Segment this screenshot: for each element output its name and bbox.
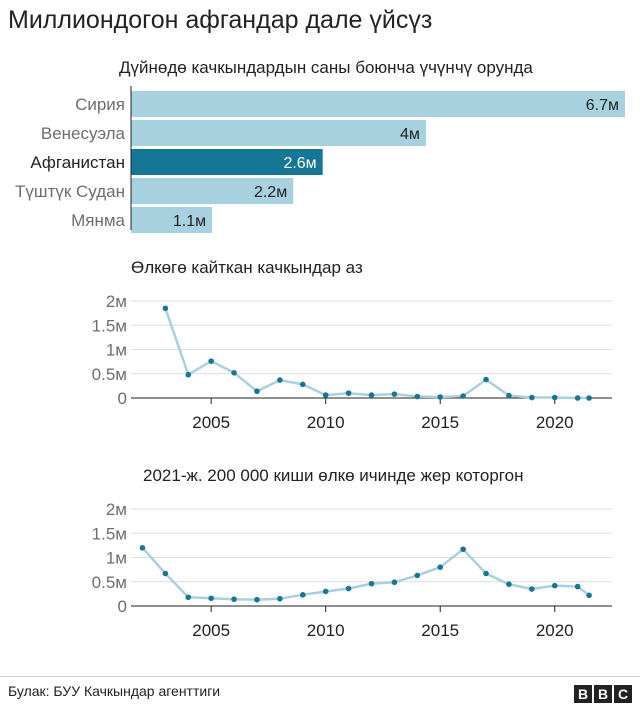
bar <box>131 178 294 204</box>
x-tick-label: 2010 <box>307 413 345 432</box>
data-point <box>299 381 306 388</box>
data-point <box>322 392 329 398</box>
series-line <box>141 546 590 601</box>
x-tick-label: 2015 <box>421 621 459 640</box>
data-point <box>574 583 581 590</box>
bar-category-label: Сирия <box>75 95 125 114</box>
chart-title: Миллиондогон афгандар дале үйсүз <box>8 6 433 34</box>
x-tick-label: 2020 <box>536 621 574 640</box>
x-tick-label: 2005 <box>192 621 230 640</box>
data-point <box>345 390 352 396</box>
x-tick-label: 2005 <box>192 413 230 432</box>
bar <box>131 120 426 146</box>
data-point <box>414 572 421 579</box>
displaced-chart-subtitle: 2021-ж. 200 000 киши өлкө ичинде жер кот… <box>143 466 524 485</box>
data-point <box>586 395 592 401</box>
y-tick-label: 0 <box>118 389 127 408</box>
data-point <box>368 392 375 398</box>
bar-value-label: 4м <box>400 126 420 143</box>
data-point <box>185 371 192 378</box>
returnees-chart-subtitle: Өлкөгө кайткан качкындар аз <box>131 258 363 277</box>
data-point <box>460 393 466 399</box>
bar-category-label: Түштүк Судан <box>15 182 125 201</box>
data-point <box>345 585 352 592</box>
data-point <box>322 588 329 595</box>
data-point <box>254 596 260 603</box>
footer-divider <box>0 676 640 677</box>
x-tick-label: 2010 <box>307 621 345 640</box>
logo-letter: C <box>614 685 632 703</box>
y-tick-label: 1м <box>106 341 127 360</box>
data-point <box>162 570 169 577</box>
data-point <box>185 594 192 601</box>
y-tick-label: 2м <box>106 500 127 519</box>
bar-value-label: 2.6м <box>283 155 316 172</box>
data-point <box>437 564 444 570</box>
data-point <box>529 394 535 401</box>
logo-letter: B <box>594 685 612 703</box>
data-point <box>391 579 398 586</box>
y-tick-label: 0.5м <box>92 365 127 384</box>
bar-category-label: Мянма <box>71 211 125 230</box>
data-point <box>506 392 512 399</box>
data-point <box>277 377 283 383</box>
bar <box>131 207 213 233</box>
data-point <box>368 580 375 587</box>
data-point <box>414 393 421 400</box>
data-point <box>299 592 306 598</box>
returnees-line-chart: 0 0.5м 1м 1.5м 2м 2005 2010 2015 2020 <box>92 292 612 432</box>
y-tick-label: 0.5м <box>92 573 127 592</box>
data-point <box>529 586 535 592</box>
data-point <box>277 595 283 602</box>
data-point <box>483 376 489 383</box>
y-tick-label: 1.5м <box>92 524 127 543</box>
displaced-line-chart: 0 0.5м 1м 1.5м 2м 2005 2010 2015 2020 <box>92 500 612 640</box>
data-point <box>391 391 398 397</box>
data-point <box>231 596 237 603</box>
bar-chart-subtitle: Дүйнөдө качкындардын саны боюнча үчүнчү … <box>119 58 533 77</box>
data-point <box>574 395 581 401</box>
bar <box>131 149 323 175</box>
data-point <box>162 305 169 312</box>
x-tick-label: 2015 <box>421 413 459 432</box>
data-point <box>586 592 592 599</box>
data-point <box>460 546 466 553</box>
bbc-logo: B B C <box>574 685 632 703</box>
y-tick-label: 2м <box>106 292 127 311</box>
bar-category-label: Афганистан <box>30 153 125 172</box>
x-tick-label: 2020 <box>536 413 574 432</box>
bar <box>131 91 625 117</box>
data-point <box>254 388 260 395</box>
y-tick-label: 0 <box>118 597 127 616</box>
bar-value-label: 2.2м <box>254 184 287 201</box>
logo-letter: B <box>574 685 592 703</box>
data-point <box>208 358 214 364</box>
data-point <box>437 394 444 400</box>
y-tick-label: 1.5м <box>92 316 127 335</box>
bar-category-label: Венесуэла <box>41 124 126 143</box>
data-point <box>551 582 558 589</box>
data-point <box>139 545 146 551</box>
data-point <box>506 581 512 587</box>
bar-value-label: 6.7м <box>586 97 619 114</box>
y-tick-label: 1м <box>106 549 127 568</box>
data-point <box>483 570 489 577</box>
bar-value-label: 1.1м <box>173 213 206 230</box>
source-note: Булак: БУУ Качкындар агенттиги <box>8 683 221 699</box>
refugee-bar-chart: Сирия 6.7м Венесуэла 4м Афганистан 2.6м Түштүк… <box>15 86 625 233</box>
data-point <box>551 394 558 401</box>
data-point <box>208 595 214 602</box>
data-point <box>231 369 237 376</box>
series-line <box>164 307 590 400</box>
